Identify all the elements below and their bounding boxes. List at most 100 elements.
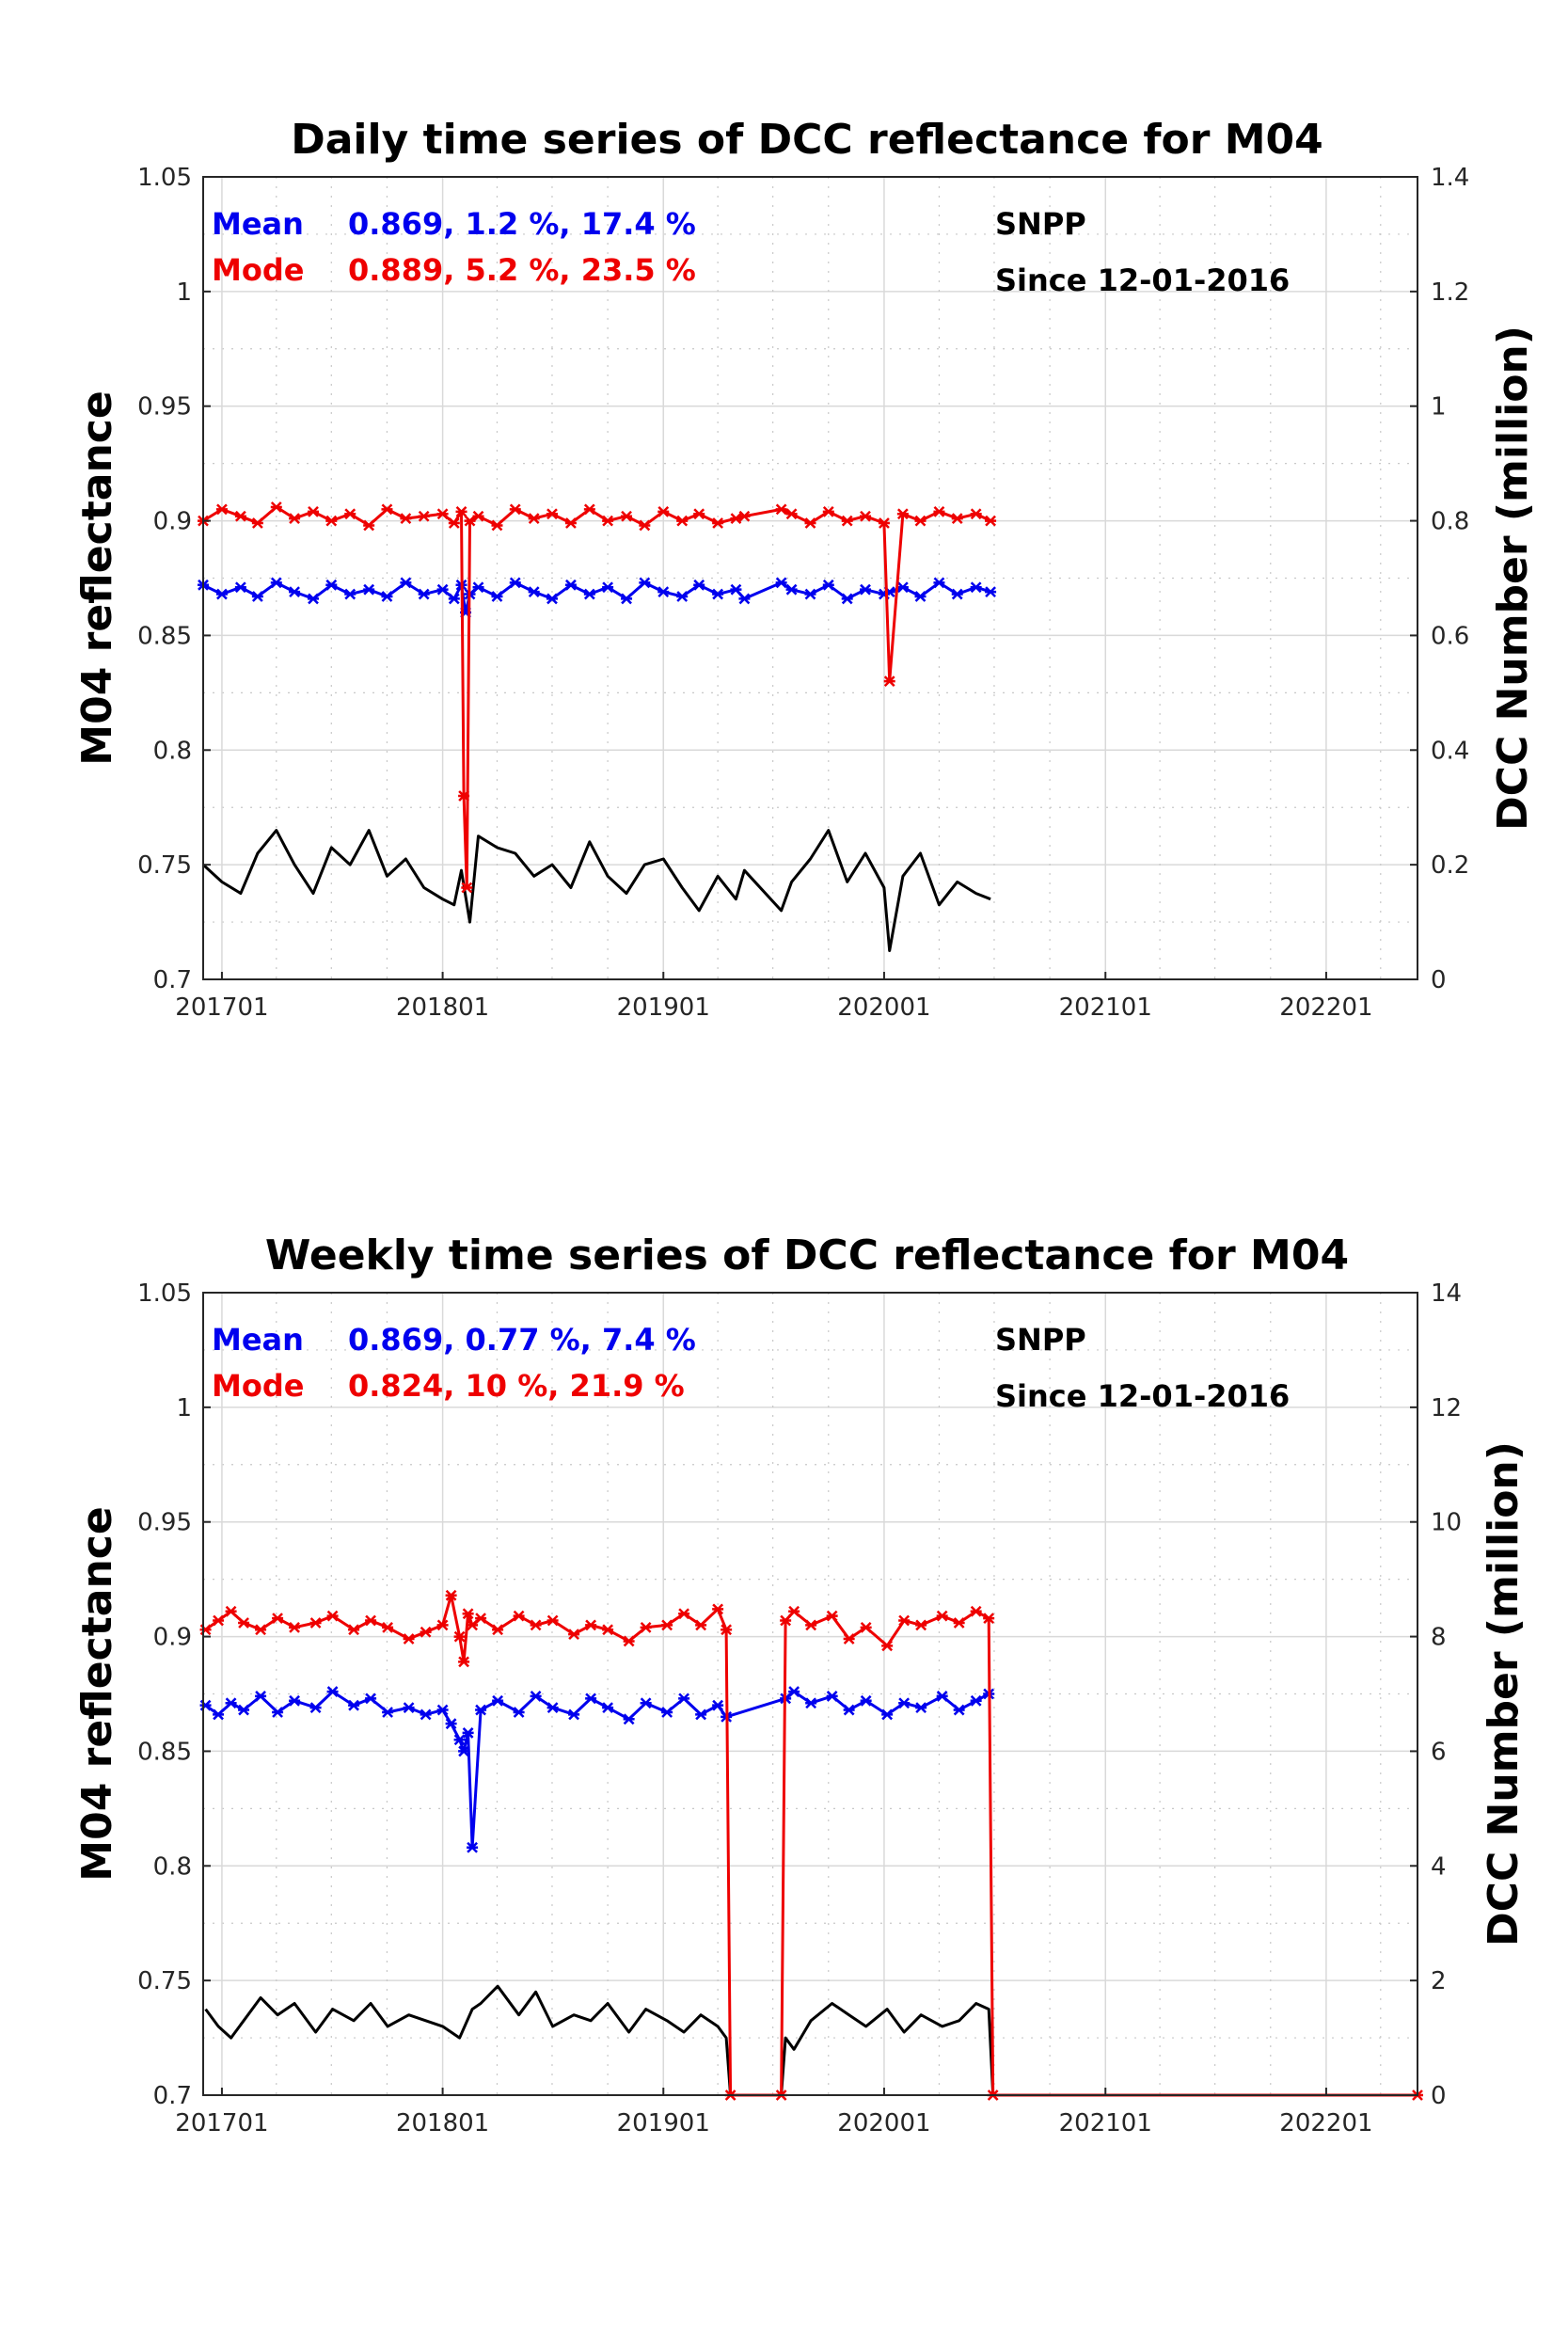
mean-stats: 0.869, 0.77 %, 7.4 %: [348, 1322, 696, 1358]
data-point: [418, 588, 430, 600]
data-point: [898, 1697, 911, 1709]
data-point: [951, 588, 963, 600]
data-point: [970, 508, 982, 520]
y2-tick-label: 0.6: [1431, 622, 1469, 650]
mode-label: Mode: [212, 1368, 304, 1404]
data-point: [420, 1626, 432, 1638]
data-point: [238, 1617, 250, 1629]
data-point: [914, 591, 927, 602]
data-point: [639, 519, 651, 532]
data-point: [788, 1605, 800, 1617]
data-point: [780, 1614, 792, 1627]
data-point: [822, 579, 834, 591]
series-dcc-number: [201, 829, 991, 952]
y-tick-label: 1: [176, 278, 192, 307]
plot-frame: [202, 1292, 1418, 2096]
data-point: [382, 1621, 394, 1633]
x-tick-label: 201901: [617, 993, 710, 1022]
y-axis-label: M04 reflectance: [73, 1506, 121, 1881]
data-point: [453, 1630, 466, 1643]
data-point: [983, 1613, 995, 1624]
y2-tick-label: 0.8: [1431, 508, 1469, 536]
data-point: [251, 591, 263, 602]
data-point: [860, 1621, 872, 1633]
data-point: [738, 510, 751, 522]
data-point: [363, 519, 375, 532]
data-point: [436, 583, 449, 596]
data-point: [445, 1718, 457, 1730]
data-point: [936, 1610, 948, 1622]
x-tick-label: 201701: [175, 993, 268, 1022]
data-point: [883, 675, 895, 688]
since-label: Since 12-01-2016: [995, 1378, 1290, 1414]
data-point: [403, 1702, 415, 1714]
data-point: [458, 1745, 470, 1757]
data-point: [805, 1619, 817, 1631]
data-point: [985, 515, 997, 527]
x-tick-label: 201801: [396, 993, 489, 1022]
data-point: [448, 517, 460, 529]
data-point: [826, 1610, 838, 1622]
y-tick-label: 0.95: [137, 1509, 192, 1537]
x-tick-label: 201901: [617, 2109, 710, 2137]
y-tick-label: 0.85: [137, 622, 192, 650]
data-point: [289, 1694, 301, 1707]
data-point: [418, 510, 430, 522]
data-point: [326, 1610, 339, 1622]
data-point: [309, 1702, 322, 1714]
data-point: [270, 577, 282, 589]
data-point: [530, 1691, 542, 1702]
y2-tick-label: 6: [1431, 1738, 1447, 1766]
data-point: [326, 1686, 339, 1697]
data-point: [695, 1619, 707, 1631]
data-point: [953, 1617, 965, 1629]
data-point: [843, 1633, 855, 1645]
data-point: [458, 790, 470, 802]
data-point: [564, 579, 577, 591]
data-point: [693, 508, 705, 520]
data-point: [896, 581, 909, 594]
data-point: [676, 515, 689, 527]
data-point: [513, 1707, 525, 1718]
data-point: [255, 1691, 267, 1702]
data-point: [513, 1610, 525, 1622]
y2-tick-label: 8: [1431, 1624, 1447, 1652]
data-point: [546, 508, 558, 520]
data-point: [225, 1605, 237, 1617]
y-tick-label: 1.05: [137, 1279, 192, 1308]
mean-label: Mean: [212, 1322, 304, 1358]
series-line: [201, 829, 991, 952]
data-point: [308, 593, 320, 605]
data-point: [953, 1704, 965, 1716]
data-point: [583, 588, 595, 600]
data-point: [448, 593, 460, 605]
data-point: [436, 1619, 449, 1631]
data-point: [458, 1656, 470, 1668]
data-point: [860, 510, 872, 522]
data-point: [381, 503, 393, 516]
data-point: [585, 1692, 597, 1705]
data-point: [213, 1614, 225, 1627]
data-point: [251, 517, 263, 529]
plot-frame: [202, 176, 1418, 980]
data-point: [455, 505, 467, 517]
data-point: [491, 519, 503, 532]
data-point: [970, 1605, 982, 1617]
x-tick-label: 202001: [837, 2109, 930, 2137]
data-point: [914, 515, 927, 527]
data-point: [213, 1708, 225, 1721]
data-point: [738, 593, 751, 605]
data-point: [436, 508, 449, 520]
data-point: [528, 586, 540, 598]
data-point: [881, 1640, 894, 1652]
data-point: [445, 1589, 457, 1601]
data-point: [602, 515, 614, 527]
data-point: [881, 1708, 894, 1721]
data-point: [467, 1841, 479, 1853]
data-point: [775, 577, 787, 589]
data-point: [234, 581, 246, 594]
data-point: [640, 1621, 652, 1633]
data-point: [472, 581, 484, 594]
plot-series: [198, 501, 997, 952]
data-point: [915, 1702, 927, 1714]
